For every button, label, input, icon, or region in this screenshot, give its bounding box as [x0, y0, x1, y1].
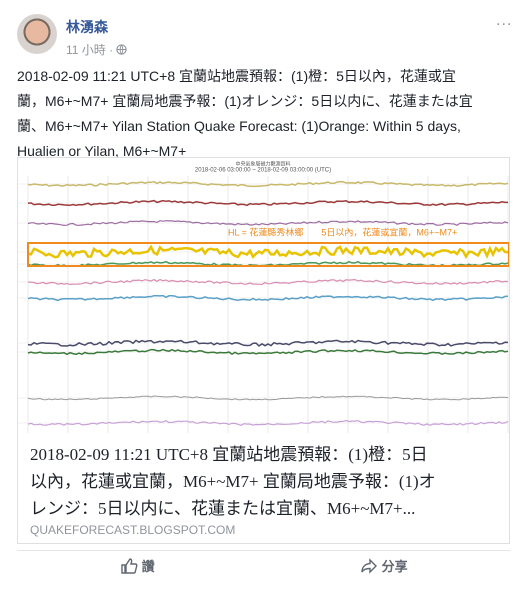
more-button[interactable]: ... — [496, 12, 513, 29]
link-card[interactable]: 中央氣象局磁力觀測資料 2018-02-06 03:00:00 ~ 2018-0… — [17, 157, 510, 544]
like-button[interactable]: 讚 — [120, 556, 155, 575]
card-title[interactable]: 2018-02-09 11:21 UTC+8 宜蘭站地震預報：(1)橙：5日 以內… — [30, 441, 500, 522]
image-annotation: HL = 花蓮縣秀林鄉 5日以內，花蓮或宜蘭，M6+~M7+ — [228, 226, 457, 237]
image-line — [27, 278, 509, 286]
image-title: 中央氣象局磁力觀測資料 — [235, 160, 290, 167]
share-button[interactable]: 分享 — [360, 556, 408, 575]
image-line — [27, 294, 509, 302]
post-line: 2018-02-09 11:21 UTC+8 宜蘭站地震預報：(1)橙：5日以內… — [17, 68, 456, 84]
image-line — [27, 180, 509, 188]
image-line — [27, 348, 509, 356]
image-line — [27, 395, 509, 401]
share-icon — [361, 557, 377, 574]
time-text[interactable]: 11 小時 · — [66, 43, 117, 57]
image-line — [27, 220, 509, 227]
image-line — [27, 339, 509, 347]
image-line — [27, 419, 509, 426]
author-name[interactable]: 林湧森 — [66, 19, 108, 35]
post-line: 蘭、M6+~M7+ Yilan Station Quake Forecast: … — [17, 118, 461, 134]
post-line: 蘭，M6+~M7+ 宜蘭局地震予報：(1)オレンジ：5日以内に、花蓮または宜 — [17, 93, 473, 109]
post-line: Hualien or Yilan, M6+~M7+ — [17, 143, 187, 159]
card-domain: QUAKEFORECAST.BLOGSPOT.COM — [30, 523, 236, 537]
divider — [17, 550, 510, 551]
image-line — [27, 199, 508, 207]
post-text: 2018-02-09 11:21 UTC+8 宜蘭站地震預報：(1)橙：5日以內… — [17, 64, 512, 164]
globe-icon — [116, 44, 128, 55]
card-image: 中央氣象局磁力觀測資料 2018-02-06 03:00:00 ~ 2018-0… — [18, 158, 509, 433]
image-range: 2018-02-06 03:00:00 ~ 2018-02-09 03:00:0… — [195, 168, 331, 174]
like-label: 讚 — [141, 559, 155, 574]
share-label: 分享 — [381, 559, 408, 574]
avatar[interactable] — [17, 14, 57, 54]
card-title-line: レンジ：5日以内に、花蓮または宜蘭、M6+~M7+... — [30, 499, 416, 518]
like-icon — [121, 557, 138, 574]
image-line — [27, 244, 509, 260]
post-time: 11 小時 · — [66, 41, 128, 58]
card-title-line: 以內，花蓮或宜蘭，M6+~M7+ 宜蘭局地震予報：(1)オ — [30, 472, 436, 491]
card-title-line: 2018-02-09 11:21 UTC+8 宜蘭站地震預報：(1)橙：5日 — [30, 445, 428, 464]
